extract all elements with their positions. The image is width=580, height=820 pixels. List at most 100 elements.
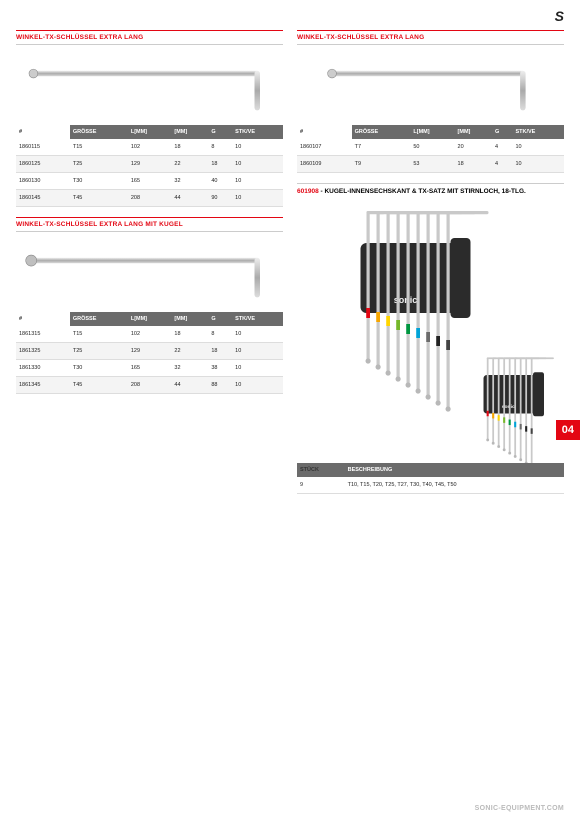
left-column: WINKEL-TX-SCHLÜSSEL EXTRA LANG #GRÖSSEL[… [16, 30, 283, 504]
cell: 40 [208, 173, 232, 190]
cell: T9 [352, 156, 411, 173]
footer-url: SONIC-EQUIPMENT.COM [475, 805, 564, 812]
cell: 9 [297, 477, 345, 494]
cell: 10 [232, 377, 283, 394]
section-title: WINKEL-TX-SCHLÜSSEL EXTRA LANG MIT KUGEL [16, 217, 283, 232]
col-header: STK/VE [232, 125, 283, 139]
cell: 10 [512, 156, 564, 173]
table-row: 1861330T30165323810 [16, 360, 283, 377]
cell: 22 [171, 343, 208, 360]
col-header: GRÖSSE [352, 125, 411, 139]
col-header: [MM] [455, 125, 492, 139]
table-row: 1860130T30165324010 [16, 173, 283, 190]
cell: 10 [232, 343, 283, 360]
cell: 1861345 [16, 377, 70, 394]
col-header: # [16, 125, 70, 139]
cell: 10 [232, 156, 283, 173]
cell: T30 [70, 173, 128, 190]
cell: 165 [128, 173, 172, 190]
cell: T15 [70, 139, 128, 156]
col-header: GRÖSSE [70, 312, 128, 326]
cell: 53 [410, 156, 454, 173]
cell: 1860107 [297, 139, 352, 156]
col-header: # [16, 312, 70, 326]
cell: 10 [512, 139, 564, 156]
col-header: G [208, 312, 232, 326]
cell: T10, T15, T20, T25, T27, T30, T40, T45, … [345, 477, 564, 494]
cell: T45 [70, 190, 128, 207]
col-header: [MM] [171, 312, 208, 326]
cell: 10 [232, 173, 283, 190]
right-column: WINKEL-TX-SCHLÜSSEL EXTRA LANG #GRÖSSEL[… [297, 30, 564, 504]
cell: T30 [70, 360, 128, 377]
cell: 10 [232, 190, 283, 207]
cell: 18 [455, 156, 492, 173]
col-header: G [492, 125, 512, 139]
col-header: [MM] [171, 125, 208, 139]
cell: T7 [352, 139, 411, 156]
cell: 1860145 [16, 190, 70, 207]
col-header: STK/VE [512, 125, 564, 139]
table-row: 1860115T1510218810 [16, 139, 283, 156]
cell: 129 [128, 156, 172, 173]
cell: 165 [128, 360, 172, 377]
table-row: 1861315T1510218810 [16, 326, 283, 343]
cell: 129 [128, 343, 172, 360]
set-title: 601908 - KUGEL-INNENSECHSKANT & TX-SATZ … [297, 183, 564, 195]
cell: 20 [455, 139, 492, 156]
spec-table-3: #GRÖSSEL[MM][MM]GSTK/VE 1860107T75020410… [297, 125, 564, 173]
cell: 10 [232, 139, 283, 156]
cell: 4 [492, 156, 512, 173]
cell: 50 [410, 139, 454, 156]
col-header: STK/VE [232, 312, 283, 326]
set-code: 601908 [297, 188, 319, 195]
brand-logo: S [555, 8, 564, 24]
cell: 32 [171, 173, 208, 190]
cell: 4 [492, 139, 512, 156]
table-row: 1860125T25129221810 [16, 156, 283, 173]
set-desc: - KUGEL-INNENSECHSKANT & TX-SATZ MIT STI… [319, 188, 526, 195]
cell: 1861325 [16, 343, 70, 360]
page-tab: 04 [556, 420, 580, 440]
cell: 8 [208, 326, 232, 343]
cell: 90 [208, 190, 232, 207]
col-header: GRÖSSE [70, 125, 128, 139]
product-image [16, 51, 283, 117]
cell: 102 [128, 326, 172, 343]
cell: 18 [171, 139, 208, 156]
cell: 10 [232, 360, 283, 377]
cell: 1860115 [16, 139, 70, 156]
section-title: WINKEL-TX-SCHLÜSSEL EXTRA LANG [297, 30, 564, 45]
cell: T45 [70, 377, 128, 394]
cell: 22 [171, 156, 208, 173]
cell: 8 [208, 139, 232, 156]
cell: 10 [232, 326, 283, 343]
col-header: # [297, 125, 352, 139]
cell: 18 [208, 343, 232, 360]
cell: T15 [70, 326, 128, 343]
cell: 208 [128, 190, 172, 207]
section-title: WINKEL-TX-SCHLÜSSEL EXTRA LANG [16, 30, 283, 45]
cell: T25 [70, 156, 128, 173]
cell: 18 [208, 156, 232, 173]
cell: 44 [171, 377, 208, 394]
cell: 208 [128, 377, 172, 394]
cell: 38 [208, 360, 232, 377]
cell: 1860130 [16, 173, 70, 190]
col-header: L[MM] [128, 312, 172, 326]
cell: 32 [171, 360, 208, 377]
col-header: G [208, 125, 232, 139]
cell: 1860109 [297, 156, 352, 173]
table-row: 9T10, T15, T20, T25, T27, T30, T40, T45,… [297, 477, 564, 494]
spec-table-1: #GRÖSSEL[MM][MM]GSTK/VE 1860115T15102188… [16, 125, 283, 207]
col-header: L[MM] [410, 125, 454, 139]
cell: T25 [70, 343, 128, 360]
cell: 88 [208, 377, 232, 394]
cell: 18 [171, 326, 208, 343]
cell: 1861330 [16, 360, 70, 377]
table-row: 1861325T25129221810 [16, 343, 283, 360]
col-header: BESCHREIBUNG [345, 463, 564, 477]
product-image [297, 51, 564, 117]
cell: 1860125 [16, 156, 70, 173]
table-row: 1860109T95318410 [297, 156, 564, 173]
